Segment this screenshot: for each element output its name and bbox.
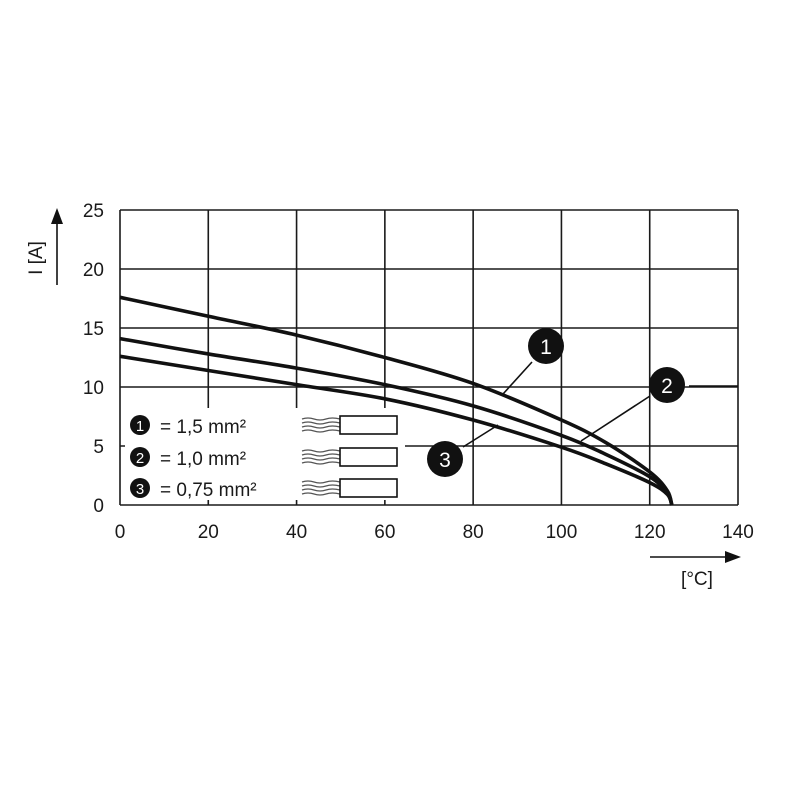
callout-2-badge [649,367,685,403]
wire-strand [301,449,341,453]
legend-marker-1 [130,415,150,435]
y-tick-label: 5 [93,437,104,458]
y-axis-label: I [A] [26,241,47,275]
callout-3: 3 [427,424,499,477]
wire-strand [301,461,341,465]
callout-3-badge [427,441,463,477]
callout-1: 1 [502,328,564,395]
wire-strand [301,457,341,461]
wire-icon [301,415,398,435]
wire-strand [301,421,341,425]
callout-1-text: 1 [540,336,552,359]
x-tick-label: 100 [546,522,578,543]
wire-strand [301,480,341,484]
x-tick-label: 60 [374,522,395,543]
curves [119,295,674,506]
y-tick-label: 15 [83,319,104,340]
wire-icon [301,478,398,498]
curve-series-2 [119,336,674,506]
y-tick-label: 25 [83,201,104,222]
callout-2: 2 [580,367,738,442]
x-axis-label: [°C] [681,569,713,590]
x-tick-label: 0 [115,522,126,543]
y-tick-label: 20 [83,260,104,281]
x-tick-label: 120 [634,522,666,543]
y-axis-label-group: I [A] [26,208,63,285]
wire-strand [301,484,341,488]
legend: 1 = 1,5 mm² 2 = 1,0 mm² 3 = 0,75 mm² [125,408,405,501]
callout-3-text: 3 [439,449,451,472]
y-tick-label: 0 [93,496,104,517]
grid [119,209,739,506]
wire-ferrule [339,478,398,498]
legend-marker-text: 1 [136,418,144,435]
wire-strand [301,488,341,492]
wire-strand [301,417,341,421]
x-axis-label-group: [°C] [650,551,741,590]
y-tick-labels: 0 5 10 15 20 25 [83,201,104,517]
wire-strand [301,429,341,433]
legend-label: = 0,75 mm² [160,480,257,501]
wire-strand [301,425,341,429]
legend-marker-text: 3 [136,481,144,498]
legend-label: = 1,0 mm² [160,449,246,470]
legend-marker-3 [130,478,150,498]
curve-series-3 [119,354,674,506]
legend-label: = 1,5 mm² [160,417,246,438]
callout-1-leader [502,361,533,395]
callout-1-badge [528,328,564,364]
y-axis-arrow-icon [51,208,63,224]
x-axis-arrow-icon [725,551,741,563]
curve-series-1 [119,295,674,506]
callout-2-text: 2 [661,375,673,398]
y-tick-label: 10 [83,378,104,399]
wire-ferrule [339,447,398,467]
legend-marker-text: 2 [136,450,144,467]
x-tick-labels: 0 20 40 60 80 100 120 140 [115,522,754,543]
x-tick-label: 40 [286,522,307,543]
callout-3-leader [462,424,499,448]
wire-strand [301,492,341,496]
wire-icon [301,447,398,467]
legend-marker-2 [130,447,150,467]
wire-strand [301,453,341,457]
callout-2-leader [580,395,651,442]
wire-ferrule [339,415,398,435]
x-tick-label: 80 [463,522,484,543]
x-tick-label: 140 [722,522,754,543]
x-tick-label: 20 [198,522,219,543]
